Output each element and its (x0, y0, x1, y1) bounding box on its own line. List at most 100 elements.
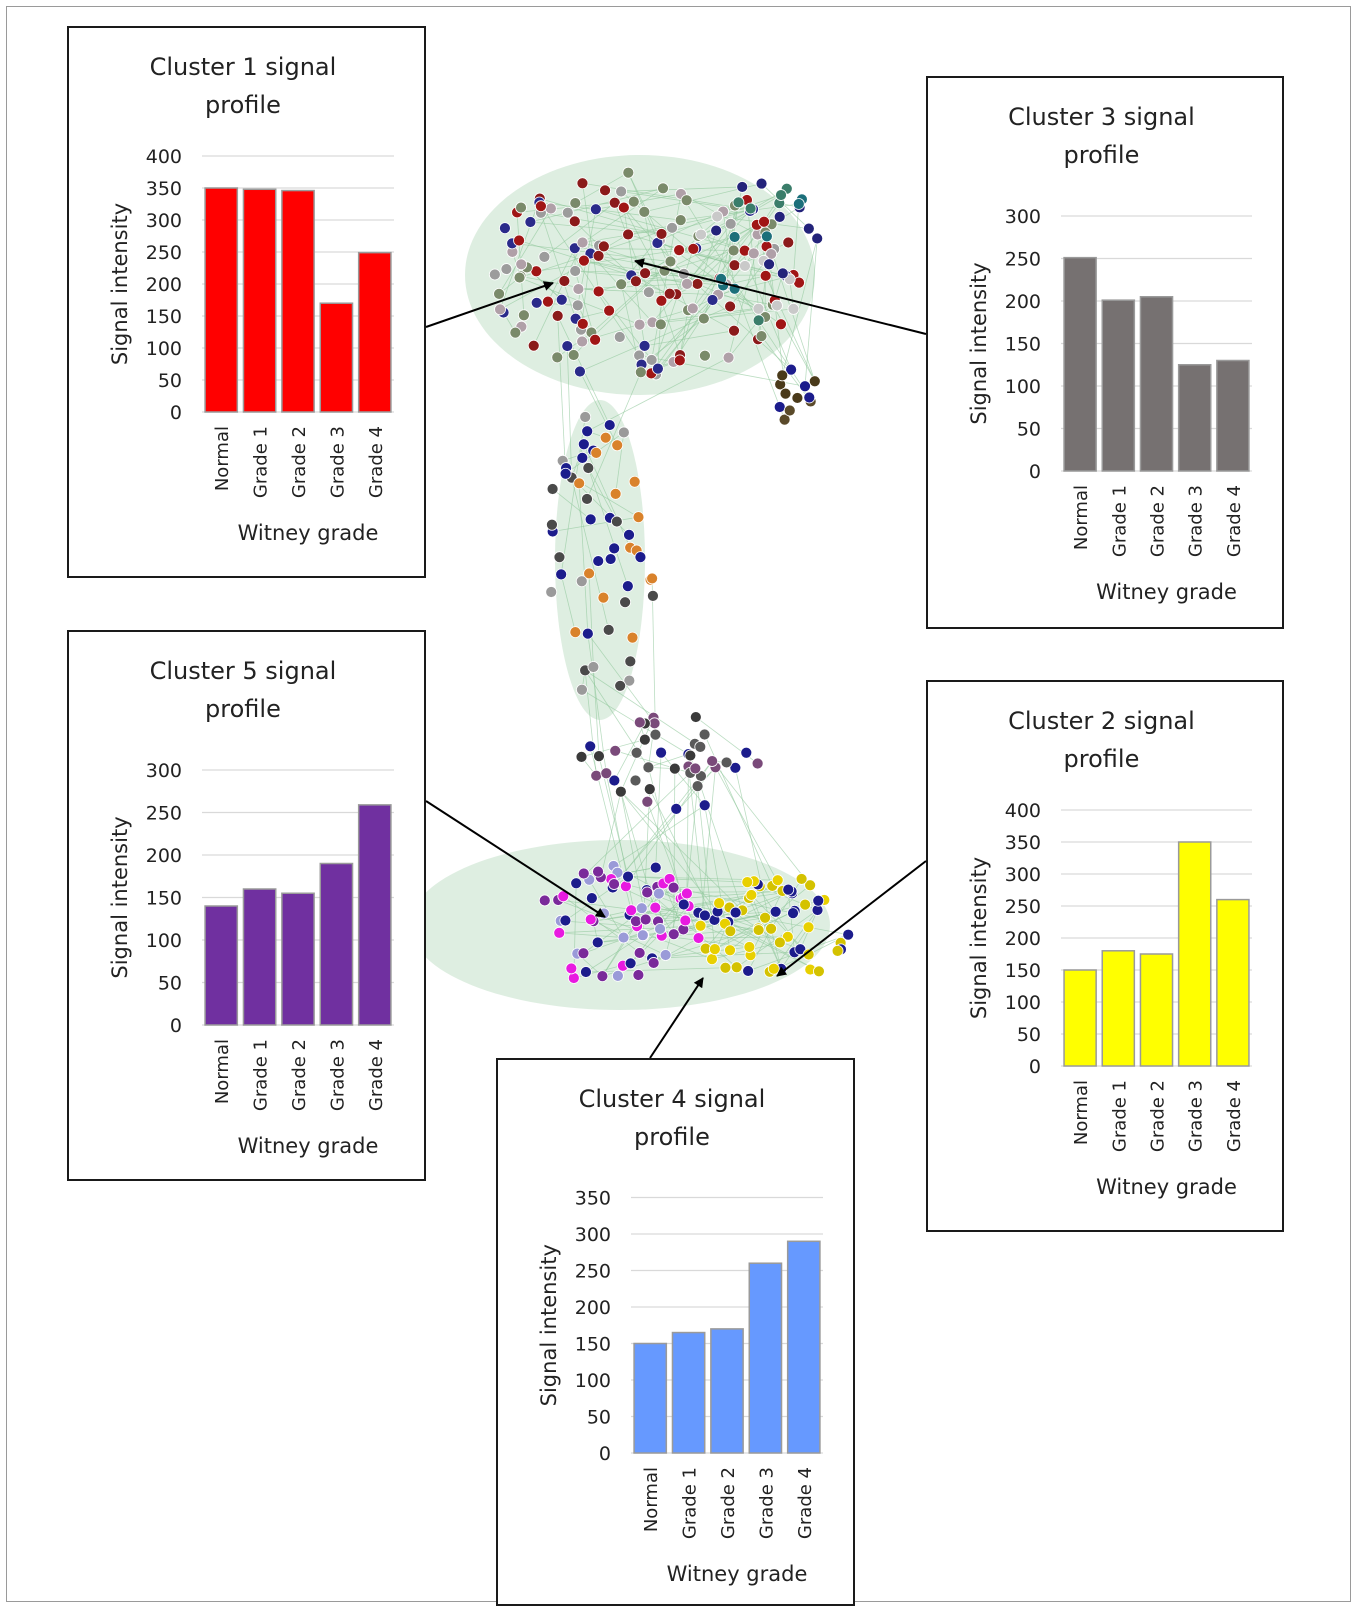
bar (748, 1262, 783, 1454)
network-node (664, 255, 677, 268)
bar (1063, 256, 1097, 472)
network-node (633, 318, 646, 331)
network-node (599, 184, 611, 197)
bar (357, 804, 392, 1026)
y-tick-label: 250 (575, 1261, 611, 1283)
network-node (584, 513, 597, 526)
x-tick-label: Grade 1 (251, 426, 272, 498)
network-node (561, 340, 574, 352)
network-node (600, 767, 613, 780)
network-node (713, 897, 726, 910)
network-node (697, 312, 710, 325)
network-node (513, 271, 526, 284)
network-node (699, 349, 711, 362)
network-node (624, 655, 637, 668)
bar (786, 1240, 821, 1454)
network-node (559, 467, 572, 480)
y-tick-label: 350 (575, 1188, 611, 1210)
bar-chart: Cluster 2 signal profile 0 50 100 150 200 250 30… (967, 707, 1252, 1199)
network-node (722, 351, 735, 364)
network-node (571, 299, 584, 312)
x-tick-label: Grade 4 (1224, 1080, 1245, 1152)
y-tick-label: 250 (1005, 896, 1041, 918)
x-axis-label: Witney grade (1096, 1175, 1237, 1199)
network-node (513, 234, 525, 247)
network-node (752, 314, 765, 327)
network-node (641, 795, 654, 808)
network-node (555, 568, 568, 581)
network-node (732, 196, 745, 209)
x-tick-label: Grade 3 (756, 1467, 777, 1539)
network-node (771, 874, 784, 887)
x-axis-label: Witney grade (1096, 580, 1237, 604)
network-node (557, 890, 570, 903)
x-tick-label: Grade 3 (327, 1039, 348, 1111)
network-node (643, 783, 656, 796)
network-node (622, 228, 634, 241)
chart-title: Cluster 5 signal (150, 657, 337, 685)
chart-title: profile (1064, 745, 1140, 773)
network-node (551, 351, 564, 364)
y-tick-label: 150 (146, 888, 182, 910)
network-node (546, 518, 558, 531)
network-node (778, 413, 791, 426)
network-node (627, 195, 640, 208)
network-node (715, 272, 727, 285)
network-node (699, 909, 711, 922)
network-node (687, 242, 700, 255)
network-node (636, 929, 649, 942)
network-node (739, 260, 751, 272)
network-node (647, 957, 660, 969)
network-node (561, 206, 574, 219)
network-node (626, 631, 639, 644)
network-node (769, 905, 782, 918)
network-node (604, 553, 617, 565)
network-node (654, 923, 666, 935)
network-node (642, 286, 655, 299)
network-node (765, 922, 777, 935)
network-node (785, 363, 797, 376)
y-tick-label: 400 (1005, 800, 1041, 822)
y-axis-label: Signal intensity (108, 203, 132, 365)
network-node (647, 589, 659, 602)
x-axis-label: Witney grade (238, 1134, 379, 1158)
network-node (673, 354, 686, 367)
network-node (577, 438, 590, 451)
x-tick-label: Grade 2 (289, 1039, 310, 1111)
network-node (831, 944, 844, 957)
network-node (706, 294, 719, 306)
y-tick-label: 150 (146, 306, 182, 328)
network-node (494, 303, 506, 316)
x-tick-label: Grade 4 (366, 426, 387, 498)
y-tick-label: 300 (1005, 206, 1041, 228)
y-tick-label: 100 (1005, 992, 1041, 1014)
network-node (579, 411, 592, 423)
x-tick-label: Grade 4 (795, 1467, 816, 1539)
bar (357, 251, 392, 413)
network-node (634, 366, 647, 379)
x-axis-label: Witney grade (238, 521, 379, 545)
bar (1216, 898, 1250, 1067)
network-node (565, 962, 578, 975)
network-node (499, 222, 511, 235)
network-node (583, 567, 596, 580)
bar (242, 188, 277, 413)
network-node (535, 200, 547, 213)
y-tick-label: 100 (146, 930, 182, 952)
network-node (614, 679, 627, 692)
y-tick-label: 300 (1005, 864, 1041, 886)
network-node (657, 182, 669, 195)
network-node (597, 240, 610, 253)
bar (1101, 299, 1136, 472)
network-node (582, 462, 595, 474)
y-tick-label: 350 (146, 178, 182, 200)
network-node (743, 941, 756, 953)
bar (1216, 359, 1250, 472)
network-node (613, 331, 626, 343)
network-node (622, 166, 635, 179)
network-node (578, 254, 590, 267)
x-tick-label: Grade 1 (680, 1467, 701, 1539)
network-node (689, 762, 702, 775)
y-tick-label: 250 (146, 803, 182, 825)
network-node (695, 228, 707, 241)
